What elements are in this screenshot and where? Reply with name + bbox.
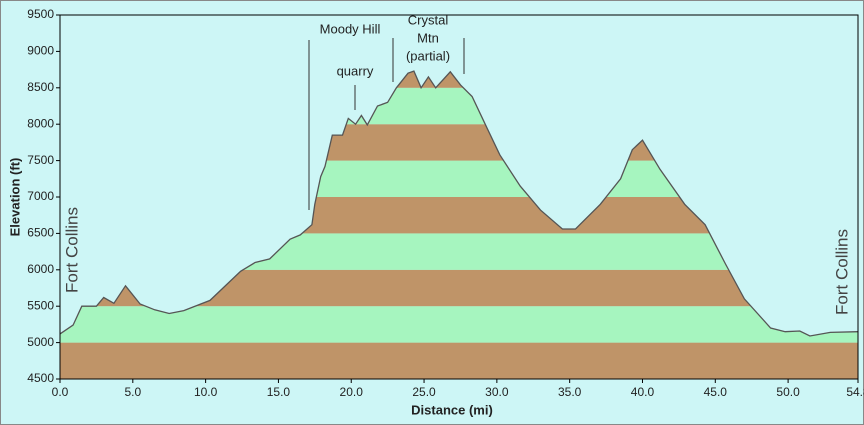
x-tick-label: 10.0 (194, 385, 218, 399)
x-tick-label: 40.0 (631, 385, 655, 399)
x-tick-label: 0.0 (52, 385, 69, 399)
annotation: Fort Collins (832, 229, 851, 315)
annotation: (partial) (406, 48, 450, 63)
x-tick-label: 50.0 (776, 385, 800, 399)
y-tick-label: 5000 (27, 335, 54, 349)
x-tick-label: 35.0 (558, 385, 582, 399)
x-tick-label: 30.0 (485, 385, 509, 399)
y-tick-label: 7500 (27, 153, 54, 167)
x-tick-label: 20.0 (340, 385, 364, 399)
annotation: Moody Hill (320, 21, 381, 36)
band (60, 342, 858, 379)
annotation: Crystal (408, 12, 449, 27)
y-tick-label: 8500 (27, 80, 54, 94)
x-tick-label: 25.0 (412, 385, 436, 399)
y-tick-label: 8000 (27, 116, 54, 130)
y-tick-label: 5500 (27, 298, 54, 312)
annotation: Fort Collins (62, 207, 81, 293)
x-label: Distance (mi) (411, 402, 493, 417)
y-label: Elevation (ft) (7, 158, 22, 237)
y-tick-label: 6000 (27, 262, 54, 276)
y-tick-label: 9500 (27, 7, 54, 21)
y-tick-label: 4500 (27, 371, 54, 385)
y-tick-label: 6500 (27, 226, 54, 240)
y-tick-label: 9000 (27, 44, 54, 58)
y-tick-label: 7000 (27, 189, 54, 203)
x-tick-label: 5.0 (124, 385, 141, 399)
x-tick-label: 54.8 (846, 385, 864, 399)
annotation: quarry (337, 63, 374, 78)
annotation: Mtn (417, 30, 439, 45)
profile-line (59, 70, 859, 337)
x-tick-label: 15.0 (267, 385, 291, 399)
x-tick-label: 45.0 (704, 385, 728, 399)
band (60, 306, 858, 343)
